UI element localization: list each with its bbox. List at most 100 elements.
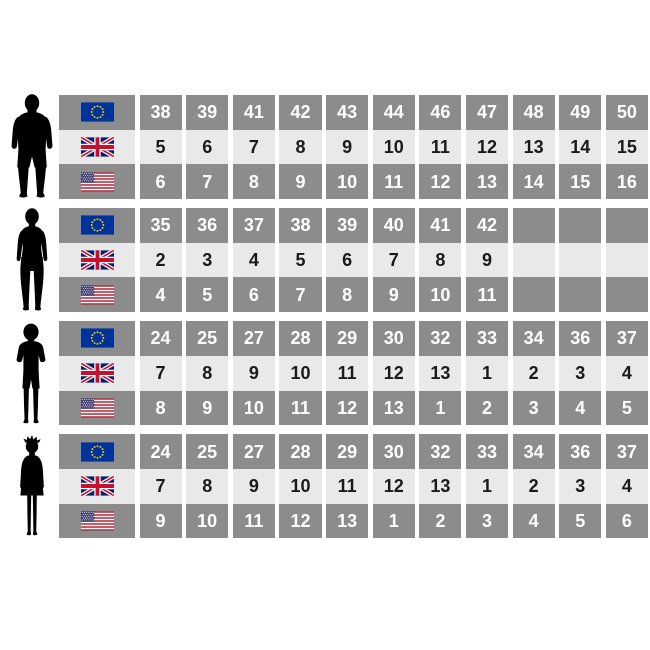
size-cell: 24 bbox=[139, 434, 182, 469]
uk-flag-icon bbox=[81, 363, 114, 383]
size-cell: 7 bbox=[139, 355, 182, 391]
size-cell: 11 bbox=[279, 390, 322, 426]
size-cell: 14 bbox=[559, 129, 602, 165]
eu-flag-cell bbox=[59, 321, 135, 356]
size-cell: 4 bbox=[605, 468, 648, 504]
size-cell: 29 bbox=[326, 434, 369, 469]
size-cell: 9 bbox=[139, 503, 182, 539]
size-cell: 6 bbox=[326, 242, 369, 278]
size-cell: 15 bbox=[605, 129, 648, 165]
size-table-women: 35 36 37 38 39 40 41 42 2 3 4 5 6 7 8 9 4 5 6 7 8 9 10 11 bbox=[59, 208, 648, 313]
size-cell: 9 bbox=[465, 242, 509, 278]
size-cell: 8 bbox=[139, 390, 182, 426]
size-cell: 36 bbox=[559, 321, 602, 356]
size-cell bbox=[605, 208, 648, 243]
uk-flag-cell bbox=[59, 242, 135, 278]
size-cell: 8 bbox=[186, 468, 229, 504]
boy-silhouette bbox=[16, 323, 46, 424]
size-cell: 25 bbox=[186, 434, 229, 469]
size-cell: 41 bbox=[232, 95, 275, 130]
size-cell: 12 bbox=[465, 129, 509, 165]
size-cell: 48 bbox=[512, 95, 555, 130]
size-cell: 2 bbox=[419, 503, 462, 539]
girl-silhouette bbox=[20, 435, 44, 536]
size-cell: 36 bbox=[559, 434, 602, 469]
size-cell bbox=[559, 242, 602, 278]
size-cell: 40 bbox=[372, 208, 415, 243]
us-flag-icon bbox=[81, 398, 114, 418]
size-cell: 5 bbox=[279, 242, 322, 278]
size-cell: 8 bbox=[326, 277, 369, 313]
size-cell: 47 bbox=[465, 95, 509, 130]
size-cell: 10 bbox=[186, 503, 229, 539]
size-cell: 2 bbox=[465, 390, 509, 426]
size-cell: 33 bbox=[465, 321, 509, 356]
size-cell: 28 bbox=[279, 434, 322, 469]
size-cell: 42 bbox=[465, 208, 509, 243]
size-cell: 3 bbox=[559, 355, 602, 391]
size-cell: 9 bbox=[232, 355, 275, 391]
size-cell: 5 bbox=[605, 390, 648, 426]
size-cell: 36 bbox=[186, 208, 229, 243]
us-flag-icon bbox=[81, 511, 114, 531]
woman-silhouette bbox=[16, 208, 48, 311]
size-cell: 39 bbox=[186, 95, 229, 130]
size-cell: 5 bbox=[186, 277, 229, 313]
eu-flag-cell bbox=[59, 434, 135, 469]
size-cell: 2 bbox=[139, 242, 182, 278]
size-cell: 16 bbox=[605, 164, 648, 200]
size-cell: 50 bbox=[605, 95, 648, 130]
size-cell: 42 bbox=[279, 95, 322, 130]
size-cell: 8 bbox=[279, 129, 322, 165]
uk-flag-cell bbox=[59, 355, 135, 391]
size-cell bbox=[512, 208, 555, 243]
size-cell: 43 bbox=[326, 95, 369, 130]
size-cell bbox=[605, 277, 648, 313]
size-cell: 8 bbox=[186, 355, 229, 391]
size-cell: 11 bbox=[419, 129, 462, 165]
size-cell: 1 bbox=[465, 355, 509, 391]
size-cell: 39 bbox=[326, 208, 369, 243]
size-cell: 32 bbox=[419, 321, 462, 356]
size-cell: 13 bbox=[372, 390, 415, 426]
size-cell: 11 bbox=[326, 355, 369, 391]
size-cell: 9 bbox=[232, 468, 275, 504]
us-flag-icon bbox=[81, 285, 114, 305]
size-cell: 7 bbox=[279, 277, 322, 313]
eu-flag-cell bbox=[59, 95, 135, 130]
uk-flag-cell bbox=[59, 129, 135, 165]
size-cell: 37 bbox=[605, 434, 648, 469]
eu-flag-icon bbox=[81, 442, 114, 462]
size-cell: 12 bbox=[419, 164, 462, 200]
size-cell: 10 bbox=[232, 390, 275, 426]
size-cell: 8 bbox=[419, 242, 462, 278]
size-cell: 1 bbox=[372, 503, 415, 539]
size-cell: 46 bbox=[419, 95, 462, 130]
size-cell: 4 bbox=[139, 277, 182, 313]
size-cell: 1 bbox=[419, 390, 462, 426]
size-cell: 11 bbox=[232, 503, 275, 539]
size-cell: 12 bbox=[372, 468, 415, 504]
size-cell: 13 bbox=[326, 503, 369, 539]
size-cell: 9 bbox=[372, 277, 415, 313]
size-cell: 28 bbox=[279, 321, 322, 356]
size-cell: 9 bbox=[279, 164, 322, 200]
size-cell: 32 bbox=[419, 434, 462, 469]
size-cell: 33 bbox=[465, 434, 509, 469]
size-cell bbox=[605, 242, 648, 278]
size-cell: 6 bbox=[139, 164, 182, 200]
size-cell: 38 bbox=[139, 95, 182, 130]
size-cell: 49 bbox=[559, 95, 602, 130]
size-cell: 3 bbox=[186, 242, 229, 278]
size-cell: 13 bbox=[419, 468, 462, 504]
size-cell: 3 bbox=[512, 390, 555, 426]
eu-flag-cell bbox=[59, 208, 135, 243]
size-cell: 10 bbox=[419, 277, 462, 313]
size-tables: 38 39 41 42 43 44 46 47 48 49 50 5 6 7 8 9 10 11 12 13 14 15 6… bbox=[59, 95, 648, 547]
size-cell: 10 bbox=[372, 129, 415, 165]
size-cell: 41 bbox=[419, 208, 462, 243]
size-cell: 29 bbox=[326, 321, 369, 356]
size-cell: 13 bbox=[419, 355, 462, 391]
size-cell: 37 bbox=[605, 321, 648, 356]
size-cell: 10 bbox=[326, 164, 369, 200]
